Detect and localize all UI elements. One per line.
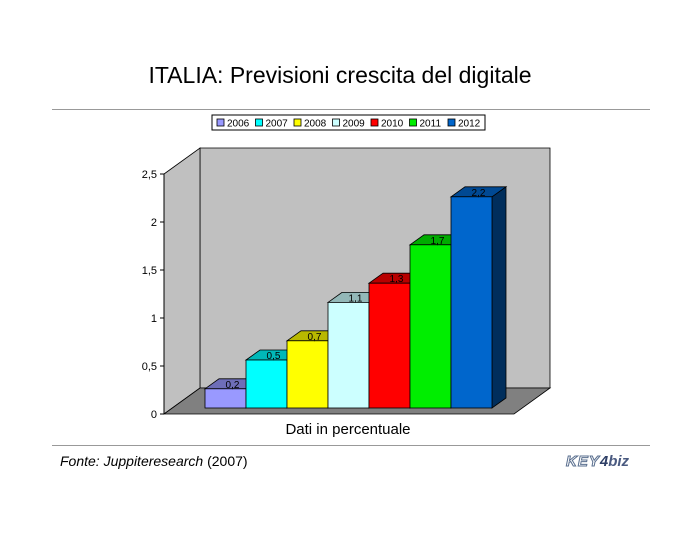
chart-side-wall — [163, 147, 201, 415]
legend-swatch — [216, 118, 225, 127]
bar-front — [204, 388, 247, 409]
bar-2012 — [449, 186, 508, 409]
legend-item-2008: 2008 — [293, 118, 327, 130]
data-label: 1,1 — [349, 293, 363, 304]
legend-label: 2011 — [420, 119, 442, 130]
data-label: 2,2 — [472, 188, 486, 199]
source-note: Fonte: Juppiteresearch (2007) — [60, 453, 248, 469]
legend-label: 2009 — [343, 119, 366, 130]
legend-item-2009: 2009 — [332, 118, 366, 130]
y-tick-label: 1 — [151, 313, 157, 325]
bottom-divider — [52, 445, 650, 446]
y-tick-label: 2 — [151, 217, 157, 229]
legend-item-2012: 2012 — [447, 118, 481, 130]
y-tick-label: 0,5 — [142, 361, 157, 373]
data-label: 0,7 — [308, 332, 322, 343]
legend-label: 2010 — [381, 119, 404, 130]
bar-front — [327, 301, 370, 409]
y-tick-label: 2,5 — [142, 169, 157, 181]
legend-label: 2012 — [458, 119, 481, 130]
page-title: ITALIA: Previsioni crescita del digitale — [148, 62, 532, 88]
legend-swatch — [447, 118, 456, 127]
bar-side — [491, 186, 507, 409]
y-tick-label: 0 — [151, 409, 157, 421]
y-tick-label: 1,5 — [142, 265, 157, 277]
legend-label: 2007 — [266, 119, 289, 130]
data-label: 0,2 — [226, 380, 240, 391]
key4biz-logo: KEY4biz — [566, 453, 630, 471]
source-name: Fonte: Juppiteresearch — [60, 453, 204, 469]
data-label: 1,3 — [390, 274, 404, 285]
legend-item-2007: 2007 — [255, 118, 289, 130]
logo-four-text: 4 — [599, 453, 609, 470]
top-divider — [52, 109, 650, 110]
legend-swatch — [409, 118, 417, 127]
x-axis-title: Dati in percentuale — [285, 421, 410, 438]
legend-item-2010: 2010 — [370, 118, 404, 130]
legend-label: 2006 — [227, 119, 250, 130]
legend-label: 2008 — [304, 119, 327, 130]
bar-front — [450, 196, 493, 409]
data-label: 1,7 — [431, 236, 445, 247]
bar-front — [245, 359, 288, 409]
data-label: 0,5 — [267, 351, 281, 362]
logo-biz-text: biz — [608, 453, 630, 470]
legend-swatch — [370, 118, 379, 127]
bar-front — [286, 340, 329, 409]
legend-swatch — [255, 118, 263, 127]
legend-item-2011: 2011 — [409, 118, 442, 130]
legend-swatch — [293, 118, 302, 127]
bar-front — [368, 282, 411, 409]
legend-swatch — [332, 118, 340, 127]
source-year: (2007) — [203, 453, 248, 469]
logo-key-text: KEY — [566, 453, 600, 471]
legend-item-2006: 2006 — [216, 118, 250, 130]
chart-legend: 2006 2007 2008 2009 2010 2011 2012 — [211, 114, 486, 131]
bar-front — [409, 244, 452, 409]
